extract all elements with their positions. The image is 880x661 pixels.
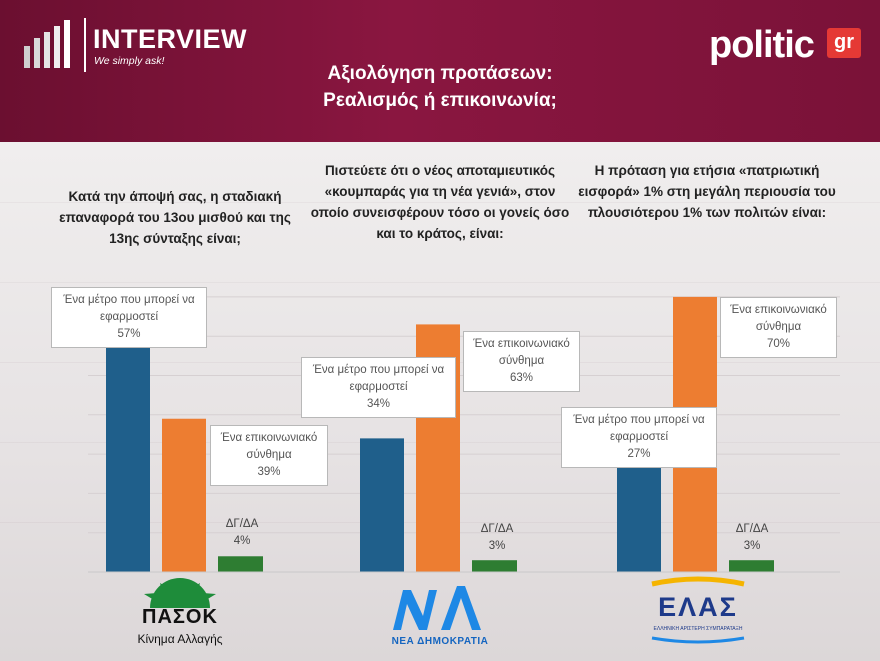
page-title-line-1: Αξιολόγηση προτάσεων: xyxy=(327,63,553,84)
pasok-name: ΠΑΣΟΚ xyxy=(142,606,218,628)
elas-bottom-stripe-icon xyxy=(651,636,745,644)
elas-logo: ΕΛΑΣ ΕΛΛΗΝΙΚΗ ΑΡΙΣΤΕΡΗ ΣΥΜΠΑΡΑΤΑΞΗ xyxy=(648,574,748,650)
callout-nd-slogan: Ένα επικοινωνιακό σύνθημα 63% xyxy=(463,331,580,392)
callout-label: Ένα μέτρο που μπορεί να εφαρμοστεί xyxy=(63,294,195,323)
nd-subtitle: ΝΕΑ ΔΗΜΟΚΡΑΤΙΑ xyxy=(391,636,489,647)
bar-2-2 xyxy=(729,560,774,572)
brand-divider xyxy=(84,18,86,72)
callout-nd-measure: Ένα μέτρο που μπορεί να εφαρμοστεί 34% xyxy=(301,357,456,418)
label-nd-dk: ΔΓ/ΔΑ 3% xyxy=(469,521,525,555)
elas-name: ΕΛΑΣ xyxy=(658,592,738,622)
callout-label: Ένα επικοινωνιακό σύνθημα xyxy=(473,338,570,367)
page-title: Αξιολόγηση προτάσεων: Ρεαλισμός ή επικοι… xyxy=(0,60,880,114)
header-banner: INTERVIEW We simply ask! politic gr Αξιο… xyxy=(0,0,880,142)
dk-label-value: 3% xyxy=(488,540,506,552)
bar-2-0 xyxy=(617,465,661,572)
interview-logo-icon xyxy=(24,20,70,68)
callout-value: 63% xyxy=(509,372,534,384)
dk-label-value: 3% xyxy=(743,540,761,552)
callout-label: Ένα επικοινωνιακό σύνθημα xyxy=(220,432,318,461)
nd-logo: ΝΕΑ ΔΗΜΟΚΡΑΤΙΑ xyxy=(385,582,495,654)
callout-value: 57% xyxy=(117,328,141,340)
dk-label-name: ΔΓ/ΔΑ xyxy=(225,518,259,530)
callout-label: Ένα επικοινωνιακό σύνθημα xyxy=(730,304,827,333)
callout-label: Ένα μέτρο που μπορεί να εφαρμοστεί xyxy=(573,414,705,443)
bar-1-0 xyxy=(360,438,404,572)
pasok-sun-icon xyxy=(144,578,216,608)
dk-label-value: 4% xyxy=(233,535,251,547)
callout-pasok-slogan: Ένα επικοινωνιακό σύνθημα 39% xyxy=(210,425,328,486)
bar-1-2 xyxy=(472,560,517,572)
elas-stripes-icon xyxy=(651,576,745,587)
bar-0-2 xyxy=(218,556,263,572)
callout-elas-measure: Ένα μέτρο που μπορεί να εφαρμοστεί 27% xyxy=(561,407,717,468)
callout-label: Ένα μέτρο που μπορεί να εφαρμοστεί xyxy=(312,364,445,393)
callout-elas-slogan: Ένα επικοινωνιακό σύνθημα 70% xyxy=(720,297,837,358)
label-elas-dk: ΔΓ/ΔΑ 3% xyxy=(724,521,780,555)
page-title-line-2: Ρεαλισμός ή επικοινωνία; xyxy=(323,90,557,111)
nd-mark-icon xyxy=(393,586,481,630)
label-pasok-dk: ΔΓ/ΔΑ 4% xyxy=(214,516,270,550)
bar-0-1 xyxy=(162,418,206,572)
elas-subtitle: ΕΛΛΗΝΙΚΗ ΑΡΙΣΤΕΡΗ ΣΥΜΠΑΡΑΤΑΞΗ xyxy=(653,626,743,632)
pasok-subtitle: Κίνημα Αλλαγής xyxy=(137,632,223,646)
callout-value: 34% xyxy=(366,398,391,410)
callout-value: 27% xyxy=(627,448,651,460)
brand-tagline: We simply ask! xyxy=(94,55,165,67)
question-elas: Η πρόταση για ετήσια «πατριωτική εισφορά… xyxy=(578,163,836,220)
question-pasok: Κατά την άποψή σας, η σταδιακή επαναφορά… xyxy=(59,189,291,246)
pasok-logo: ΠΑΣΟΚ Κίνημα Αλλαγής xyxy=(130,578,230,654)
callout-value: 70% xyxy=(766,338,791,350)
callout-pasok-measure: Ένα μέτρο που μπορεί να εφαρμοστεί 57% xyxy=(51,287,207,348)
dk-label-name: ΔΓ/ΔΑ xyxy=(480,523,514,535)
publisher-badge: gr xyxy=(827,28,861,58)
question-nd: Πιστεύετε ότι ο νέος αποταμιευτικός «κου… xyxy=(310,163,570,241)
publisher-name: politic xyxy=(709,24,815,66)
dk-label-name: ΔΓ/ΔΑ xyxy=(735,523,769,535)
brand-name: INTERVIEW xyxy=(93,24,248,54)
bar-0-0 xyxy=(106,347,150,572)
callout-value: 39% xyxy=(257,466,281,478)
